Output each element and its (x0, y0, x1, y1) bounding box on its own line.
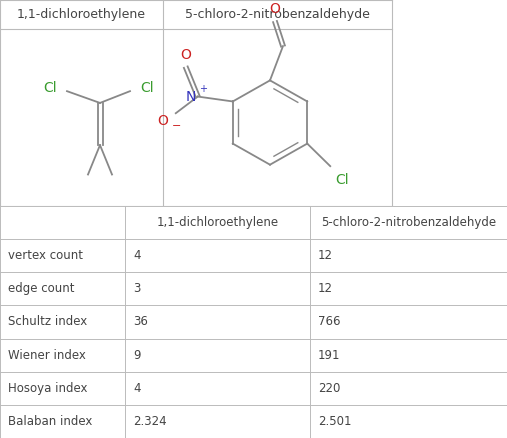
Text: 220: 220 (318, 382, 340, 395)
Text: Cl: Cl (335, 173, 349, 187)
Text: 2.501: 2.501 (318, 415, 351, 428)
Text: 36: 36 (133, 315, 148, 328)
Text: Balaban index: Balaban index (8, 415, 92, 428)
Text: vertex count: vertex count (8, 249, 83, 262)
Text: 12: 12 (318, 282, 333, 295)
Text: Cl: Cl (140, 81, 154, 95)
Text: N: N (186, 89, 196, 103)
Text: 5-chloro-2-nitrobenzaldehyde: 5-chloro-2-nitrobenzaldehyde (321, 216, 496, 229)
Text: O: O (180, 48, 191, 62)
Text: Wiener index: Wiener index (8, 349, 86, 362)
Text: 1,1-dichloroethylene: 1,1-dichloroethylene (157, 216, 278, 229)
Text: O: O (157, 114, 168, 128)
Text: Schultz index: Schultz index (8, 315, 87, 328)
Text: 4: 4 (133, 382, 140, 395)
Text: 12: 12 (318, 249, 333, 262)
Text: 2.324: 2.324 (133, 415, 167, 428)
Text: +: + (199, 84, 207, 94)
Text: Hosoya index: Hosoya index (8, 382, 88, 395)
Text: O: O (270, 2, 280, 16)
Text: 9: 9 (133, 349, 140, 362)
Text: −: − (172, 121, 181, 131)
Text: 766: 766 (318, 315, 341, 328)
Text: 191: 191 (318, 349, 341, 362)
Text: 5-chloro-2-nitrobenzaldehyde: 5-chloro-2-nitrobenzaldehyde (185, 8, 370, 21)
Text: 4: 4 (133, 249, 140, 262)
Text: 3: 3 (133, 282, 140, 295)
Text: 1,1-dichloroethylene: 1,1-dichloroethylene (17, 8, 146, 21)
Text: edge count: edge count (8, 282, 75, 295)
Text: Cl: Cl (44, 81, 57, 95)
